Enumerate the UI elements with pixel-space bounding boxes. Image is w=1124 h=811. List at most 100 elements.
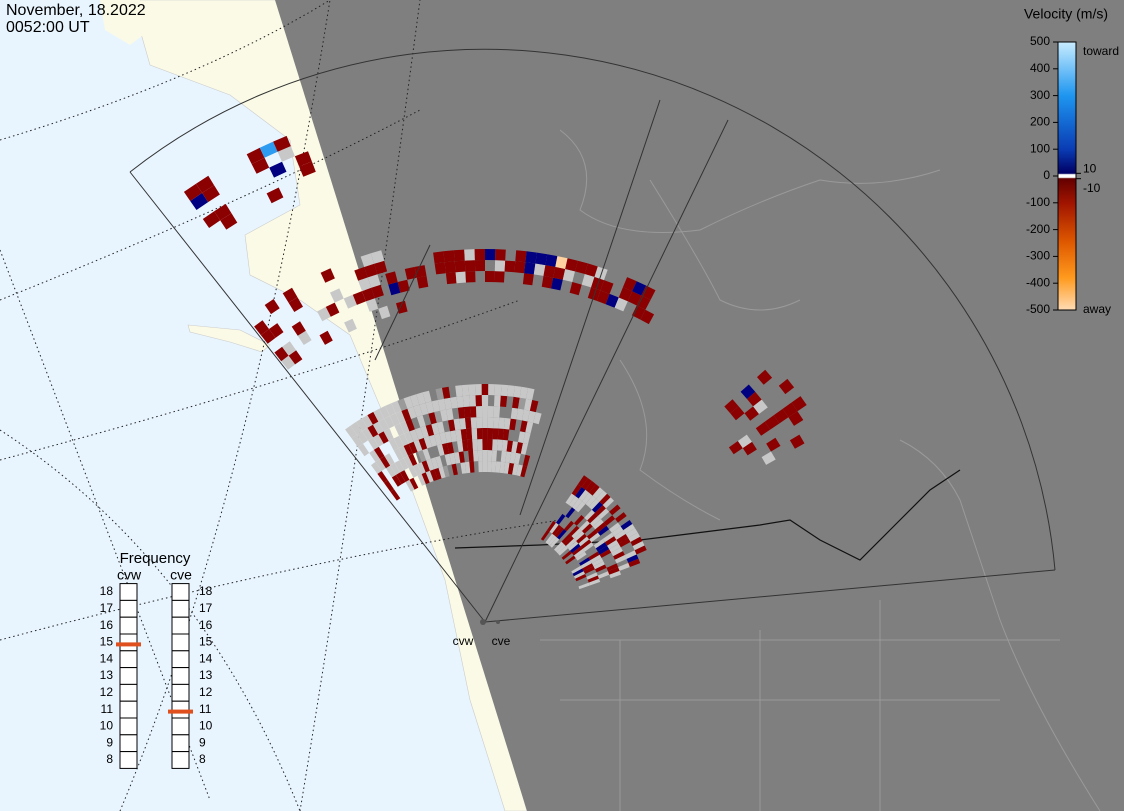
echo-cell (628, 532, 641, 542)
frequency-label: 18 (100, 584, 114, 598)
echo-cell (552, 524, 562, 536)
echo-cell (585, 481, 596, 493)
frequency-cell (119, 616, 138, 635)
frequency-cell (119, 650, 138, 669)
echo-cell (562, 269, 575, 282)
frequency-marker (168, 709, 193, 714)
echo-cell (373, 446, 385, 459)
echo-cell (740, 384, 756, 399)
frequency-label: 14 (199, 651, 213, 665)
echo-cell (345, 425, 357, 439)
echo-cell (545, 254, 558, 267)
echo-cell (269, 161, 287, 178)
echo-cell (220, 213, 238, 230)
echo-cell (757, 369, 773, 385)
echo-cell (454, 260, 466, 273)
echo-cell (408, 465, 418, 478)
echo-cell (317, 306, 331, 322)
echo-cell (487, 406, 494, 418)
echo-cell (385, 403, 396, 416)
echo-cell (575, 574, 587, 582)
echo-cell (455, 385, 463, 397)
frequency-label: 10 (199, 719, 213, 733)
echo-cell (572, 546, 583, 556)
echo-cell (442, 465, 450, 478)
frequency-cell (171, 616, 190, 635)
echo-cell (434, 410, 443, 423)
frequency-label: 8 (199, 752, 206, 766)
radar-label: cve (492, 634, 511, 648)
echo-cell (464, 249, 475, 261)
colorbar-title: Velocity (m/s) (1024, 6, 1108, 22)
echo-cell (578, 489, 589, 502)
echo-cell (501, 439, 508, 452)
echo-cell (588, 578, 601, 586)
colorbar-label: -200 (1026, 222, 1050, 236)
echo-cell (449, 452, 456, 465)
echo-cell (730, 406, 745, 421)
echo-cell (602, 532, 615, 543)
echo-cell (457, 407, 465, 419)
echo-cell (435, 456, 443, 468)
echo-cell (468, 384, 476, 396)
land (187, 324, 271, 353)
echo-cell (570, 543, 581, 554)
echo-cell (789, 434, 805, 449)
colorbar-label: -100 (1026, 195, 1050, 209)
echo-cell (505, 451, 512, 463)
echo-cell (487, 450, 493, 462)
echo-cell (482, 406, 488, 417)
echo-cell (533, 263, 546, 276)
echo-cell (416, 415, 426, 428)
colorbar-label: 300 (1030, 88, 1050, 102)
echo-cell (585, 495, 597, 507)
frequency-cell (119, 734, 138, 753)
echo-cell (491, 450, 497, 462)
frequency-cell (119, 717, 138, 736)
echo-cell (395, 410, 406, 424)
echo-cell (527, 410, 536, 423)
echo-cell (554, 526, 565, 538)
echo-cell (388, 282, 401, 296)
echo-cell (482, 461, 488, 472)
echo-cell (447, 442, 454, 454)
echo-cell (588, 551, 600, 561)
echo-cell (773, 408, 789, 424)
echo-cell (422, 390, 432, 403)
echo-cell (413, 404, 423, 417)
colorbar-label: -10 (1083, 181, 1101, 195)
echo-cell (568, 496, 579, 508)
echo-cell (591, 557, 604, 567)
echo-cell (582, 563, 594, 572)
echo-cell (584, 263, 598, 277)
frequency-label: 10 (100, 719, 114, 733)
echo-cell (404, 431, 414, 444)
echo-cell (439, 432, 447, 445)
echo-cell (788, 411, 804, 426)
echo-cell (476, 406, 483, 418)
echo-cell (513, 385, 522, 398)
date: November, 18.2022 (6, 2, 146, 19)
echo-cell (755, 421, 771, 436)
radar-name: cvw (117, 567, 142, 583)
echo-cell (602, 497, 614, 509)
echo-cell (549, 537, 560, 548)
echo-cell (573, 571, 586, 579)
echo-cell (620, 520, 633, 531)
echo-cell (431, 400, 441, 413)
echo-cell (596, 290, 610, 305)
echo-cell (183, 183, 203, 201)
echo-cell (630, 536, 643, 547)
echo-cell (557, 546, 568, 556)
echo-cell (458, 451, 465, 463)
echo-cell (535, 252, 548, 266)
echo-cell (597, 525, 610, 536)
echo-cell (474, 260, 485, 272)
echo-cell (437, 398, 446, 411)
echo-cell (297, 330, 312, 345)
echo-cell (465, 271, 476, 283)
echo-cell (476, 417, 483, 429)
echo-cell (578, 536, 590, 547)
echo-cell (397, 398, 408, 411)
